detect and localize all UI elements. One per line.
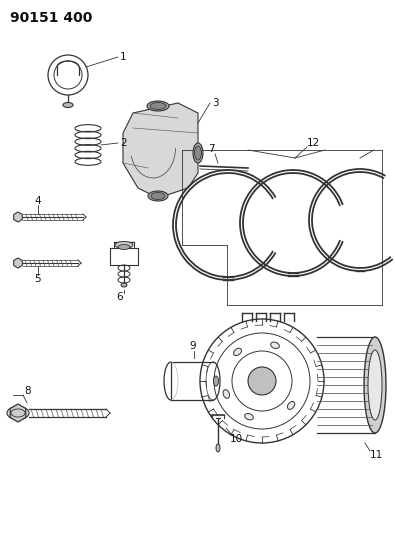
Ellipse shape: [288, 401, 295, 409]
Text: 6: 6: [117, 292, 123, 302]
Polygon shape: [14, 258, 23, 268]
Text: 90151 400: 90151 400: [10, 11, 92, 25]
Text: 2: 2: [120, 138, 127, 148]
Polygon shape: [123, 103, 198, 198]
Text: 11: 11: [370, 450, 383, 460]
Ellipse shape: [223, 390, 229, 398]
Ellipse shape: [147, 101, 169, 111]
Ellipse shape: [245, 414, 253, 420]
Ellipse shape: [271, 342, 279, 349]
Text: 1: 1: [120, 52, 127, 62]
Ellipse shape: [118, 245, 130, 249]
Ellipse shape: [151, 192, 165, 199]
Ellipse shape: [368, 350, 382, 420]
Text: 3: 3: [212, 98, 218, 108]
Text: 12: 12: [307, 138, 320, 148]
Polygon shape: [10, 404, 26, 422]
Ellipse shape: [63, 102, 73, 108]
Text: 8: 8: [24, 386, 31, 396]
Ellipse shape: [148, 191, 168, 201]
Ellipse shape: [233, 348, 241, 356]
Ellipse shape: [214, 376, 218, 386]
Ellipse shape: [193, 143, 203, 163]
Ellipse shape: [194, 146, 201, 160]
Text: 4: 4: [34, 196, 41, 206]
Text: 9: 9: [189, 341, 196, 351]
Circle shape: [248, 367, 276, 395]
Polygon shape: [14, 212, 23, 222]
Text: 7: 7: [208, 144, 214, 154]
Ellipse shape: [216, 444, 220, 452]
Ellipse shape: [364, 337, 386, 433]
Ellipse shape: [121, 283, 127, 287]
Text: 5: 5: [34, 274, 41, 284]
Text: 10: 10: [230, 434, 243, 444]
Ellipse shape: [11, 409, 25, 417]
Ellipse shape: [150, 102, 166, 109]
Ellipse shape: [7, 407, 29, 419]
Ellipse shape: [115, 241, 133, 248]
